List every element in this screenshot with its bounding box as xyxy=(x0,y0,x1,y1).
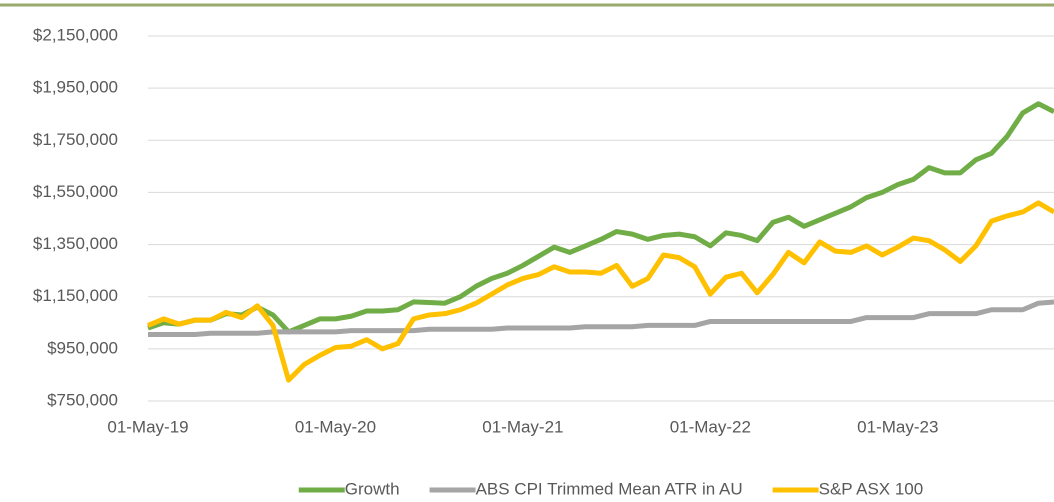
series-line xyxy=(148,299,1054,338)
y-tick-label: $950,000 xyxy=(47,338,118,357)
x-tick-label: 01-May-19 xyxy=(107,417,188,436)
y-tick-label: $1,750,000 xyxy=(33,130,118,149)
legend: Growth ABS CPI Trimmed Mean ATR in AU S&P … xyxy=(298,479,924,498)
plot xyxy=(147,101,1054,383)
y-tick-label: $1,950,000 xyxy=(33,78,118,97)
legend-label: S&P ASX 100 xyxy=(819,479,924,498)
x-tick-label: 01-May-20 xyxy=(295,417,376,436)
y-tick-label: $1,550,000 xyxy=(33,182,118,201)
x-tick-label: 01-May-22 xyxy=(670,417,751,436)
axis-labels: $750,000 $950,000 $1,150,000 $1,350,000 $1,5… xyxy=(33,25,939,436)
y-tick-label: $750,000 xyxy=(47,390,118,409)
legend-label: ABS CPI Trimmed Mean ATR in AU xyxy=(476,479,743,498)
y-tick-label: $1,150,000 xyxy=(33,286,118,305)
legend-label: Growth xyxy=(345,479,400,498)
legend-item: ABS CPI Trimmed Mean ATR in AU xyxy=(429,479,743,498)
y-tick-label: $2,150,000 xyxy=(33,25,118,44)
legend-item: Growth xyxy=(298,479,400,498)
legend-item: S&P ASX 100 xyxy=(772,479,924,498)
series-line xyxy=(147,200,1054,383)
y-tick-label: $1,350,000 xyxy=(33,234,118,253)
grid xyxy=(148,35,1054,402)
x-tick-label: 01-May-21 xyxy=(482,417,563,436)
series-line xyxy=(147,101,1054,335)
x-tick-label: 01-May-23 xyxy=(857,417,938,436)
